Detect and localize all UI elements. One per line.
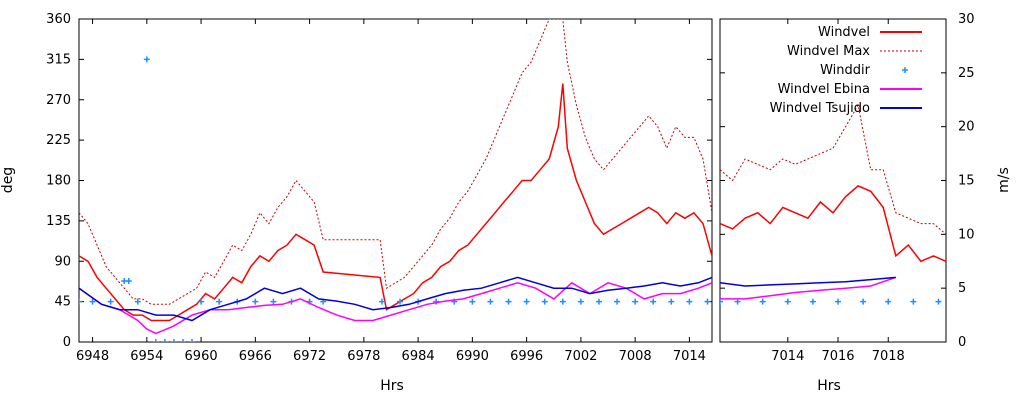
x-tick-label: 6966 bbox=[239, 349, 272, 364]
series-group bbox=[720, 103, 946, 305]
winddir-point bbox=[595, 298, 602, 305]
windvel-ebina-line bbox=[720, 276, 897, 300]
legend-label: Windvel bbox=[818, 25, 870, 40]
plot-frame bbox=[78, 18, 713, 343]
y-tick-label: 30 bbox=[958, 12, 975, 27]
winddir-point bbox=[505, 298, 512, 305]
winddir-point bbox=[125, 277, 132, 284]
x-tick-label: 6978 bbox=[347, 349, 380, 364]
y-tick-label: 20 bbox=[958, 120, 975, 135]
winddir-point bbox=[650, 298, 657, 305]
winddir-point bbox=[523, 298, 530, 305]
winddir-point bbox=[559, 298, 566, 305]
left-panel: 6948 6954 6960 6966 6972 6978 6984 6990 6996 7002… bbox=[46, 12, 713, 364]
winddir-point bbox=[720, 298, 723, 305]
winddir-point bbox=[686, 298, 693, 305]
x-tick-label: 6960 bbox=[185, 349, 218, 364]
windvel-tsujido-line bbox=[720, 276, 896, 287]
winddir-point bbox=[784, 298, 791, 305]
x-tick-label: 7008 bbox=[619, 349, 652, 364]
windvel-line bbox=[720, 185, 946, 263]
x-tick-label: 7014 bbox=[673, 349, 706, 364]
x-tick-label: 7018 bbox=[872, 349, 905, 364]
winddir-point bbox=[885, 298, 892, 305]
y-tick-label: 0 bbox=[63, 335, 71, 350]
legend-swatch bbox=[902, 67, 908, 73]
y-tick-label: 25 bbox=[958, 66, 975, 81]
winddir-point bbox=[179, 339, 186, 342]
legend: Windvel Windvel Max Winddir Windvel Ebina Wi… bbox=[770, 25, 922, 116]
x-tick-label: 7016 bbox=[821, 349, 854, 364]
y-tick-label: 360 bbox=[46, 12, 71, 27]
x-tick-label: 6948 bbox=[76, 349, 109, 364]
y-tick-label: 180 bbox=[46, 174, 71, 189]
winddir-point bbox=[935, 298, 942, 305]
y-tick-label: 90 bbox=[54, 254, 71, 269]
winddir-point bbox=[216, 298, 223, 305]
y-tick-label: 315 bbox=[46, 52, 71, 67]
winddir-point bbox=[469, 298, 476, 305]
winddir-point bbox=[170, 339, 177, 342]
right-panel: 7014 7016 7018 0 5 10 15 20 25 30 bbox=[719, 12, 975, 364]
winddir-point bbox=[397, 298, 404, 305]
winddir-point bbox=[577, 298, 584, 305]
x-tick-label: 7002 bbox=[564, 349, 597, 364]
right-y-axis-label: m/s bbox=[996, 167, 1012, 193]
y-tick-label: 10 bbox=[958, 227, 975, 242]
windvel-line bbox=[79, 83, 712, 322]
winddir-point bbox=[632, 298, 639, 305]
windvel-tsujido-line bbox=[79, 276, 712, 322]
winddir-point bbox=[704, 298, 711, 305]
legend-label: Winddir bbox=[820, 63, 871, 78]
x-tick-label: 6990 bbox=[456, 349, 489, 364]
winddir-point bbox=[541, 298, 548, 305]
x-tick-label: 6954 bbox=[130, 349, 163, 364]
winddir-point bbox=[910, 298, 917, 305]
winddir-point bbox=[270, 298, 277, 305]
winddir-point bbox=[614, 298, 621, 305]
winddir-point bbox=[134, 298, 141, 305]
y-tick-label: 135 bbox=[46, 214, 71, 229]
windvel-max-line bbox=[79, 19, 712, 305]
legend-label: Windvel Tsujido bbox=[770, 101, 870, 116]
y-tick-label: 0 bbox=[958, 335, 966, 350]
winddir-point bbox=[668, 298, 675, 305]
winddir-point bbox=[79, 298, 82, 305]
series-group bbox=[79, 19, 712, 342]
legend-label: Windvel Max bbox=[787, 44, 870, 59]
right-x-axis-label: Hrs bbox=[817, 378, 841, 394]
winddir-point bbox=[809, 298, 816, 305]
winddir-point bbox=[378, 298, 385, 305]
winddir-point bbox=[89, 298, 96, 305]
winddir-point bbox=[252, 298, 259, 305]
winddir-point bbox=[835, 298, 842, 305]
winddir-point bbox=[198, 298, 205, 305]
winddir-point bbox=[107, 298, 114, 305]
windvel-ebina-line bbox=[79, 281, 712, 335]
winddir-point bbox=[152, 339, 159, 342]
y-tick-label: 5 bbox=[958, 281, 966, 296]
winddir-point bbox=[189, 339, 196, 342]
x-tick-label: 6972 bbox=[293, 349, 326, 364]
winddir-point bbox=[860, 298, 867, 305]
x-tick-label: 6984 bbox=[402, 349, 435, 364]
legend-label: Windvel Ebina bbox=[778, 82, 870, 97]
x-tick-label: 6996 bbox=[510, 349, 543, 364]
left-x-axis-label: Hrs bbox=[380, 378, 404, 394]
winddir-point bbox=[759, 298, 766, 305]
y-tick-label: 15 bbox=[958, 174, 975, 189]
x-tick-label: 7014 bbox=[771, 349, 804, 364]
y-tick-label: 45 bbox=[54, 295, 71, 310]
y-tick-label: 270 bbox=[46, 93, 71, 108]
winddir-point bbox=[487, 298, 494, 305]
winddir-point bbox=[161, 339, 168, 342]
winddir-point bbox=[143, 56, 150, 63]
y-tick-label: 225 bbox=[46, 133, 71, 148]
left-y-axis-label: deg bbox=[0, 167, 16, 193]
